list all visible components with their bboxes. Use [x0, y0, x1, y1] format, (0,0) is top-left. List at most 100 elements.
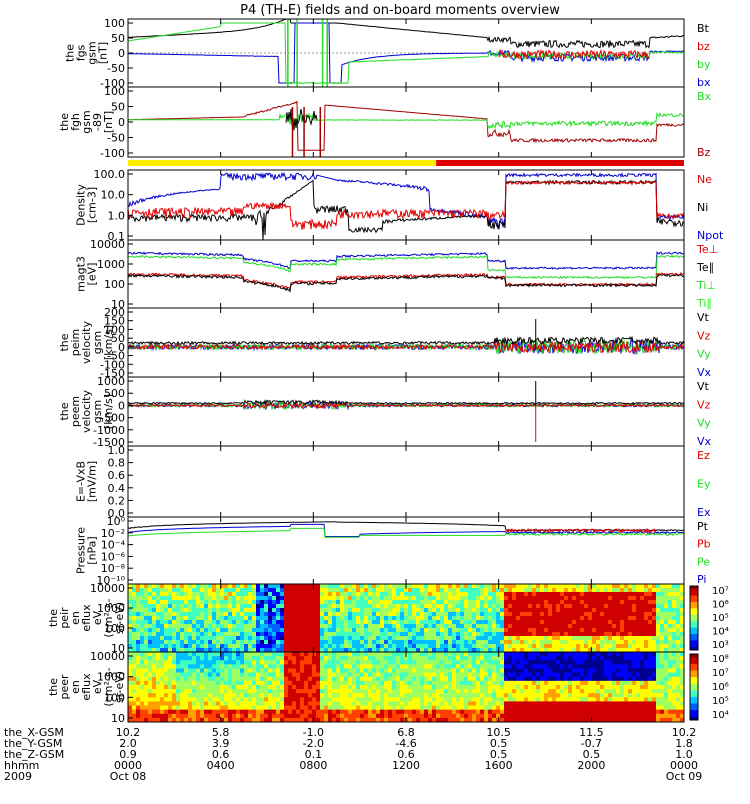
peer-cell [504, 706, 509, 711]
peer-cell [572, 710, 577, 715]
peir-cell [396, 632, 401, 637]
peir-cell [128, 612, 133, 617]
peer-cell [580, 656, 585, 661]
peer-cell [640, 681, 645, 686]
peir-cell [464, 588, 469, 593]
peer-cell [360, 685, 365, 690]
peir-cell [544, 608, 549, 613]
peir-cell [308, 632, 313, 637]
peer-cell [464, 697, 469, 702]
peir-cell [292, 620, 297, 625]
peir-cell [472, 612, 477, 617]
peer-cell [544, 710, 549, 715]
peer-cell [164, 714, 169, 719]
peer-cell [276, 681, 281, 686]
peir-cell [676, 600, 681, 605]
peir-cell [184, 612, 189, 617]
peir-cell [408, 644, 413, 649]
peer-cell [252, 714, 257, 719]
peir-cell [200, 616, 205, 621]
peir-cell [324, 628, 329, 633]
peer-cell [556, 706, 561, 711]
peir-cell [228, 600, 233, 605]
peer-cell [432, 664, 437, 669]
peer-cell [292, 681, 297, 686]
peir-cell [452, 608, 457, 613]
peer-cell [288, 652, 293, 657]
peir-cell [644, 644, 649, 649]
peer-cell [464, 681, 469, 686]
peer-cell [288, 710, 293, 715]
peer-cell [180, 668, 185, 673]
peer-cell [400, 685, 405, 690]
legend-entry: Vx [697, 366, 712, 379]
peir-cell [568, 628, 573, 633]
peer-cell [128, 656, 133, 661]
peir-cell [132, 588, 137, 593]
peir-cell [324, 592, 329, 597]
peir-cell [476, 592, 481, 597]
peer-cell [376, 681, 381, 686]
peer-cell [572, 701, 577, 706]
peir-cell [392, 624, 397, 629]
peir-cell [472, 608, 477, 613]
peer-cell [196, 706, 201, 711]
peir-cell [448, 624, 453, 629]
peer-cell [236, 677, 241, 682]
peir-cell [152, 596, 157, 601]
peer-cell [584, 660, 589, 665]
peer-cell [508, 664, 513, 669]
peir-cell [288, 624, 293, 629]
peir-cell [540, 584, 545, 589]
peir-cell [464, 608, 469, 613]
peer-cell [160, 714, 165, 719]
peer-cell [364, 677, 369, 682]
peer-cell [312, 677, 317, 682]
peir-cell [328, 600, 333, 605]
peir-cell [588, 636, 593, 641]
peir-cell [616, 636, 621, 641]
peir-cell [156, 600, 161, 605]
peir-cell [288, 640, 293, 645]
peir-cell [280, 632, 285, 637]
peir-cell [520, 632, 525, 637]
peer-cell [648, 652, 653, 657]
peir-cell [664, 620, 669, 625]
peer-cell [216, 656, 221, 661]
peer-cell [488, 673, 493, 678]
peer-cell [156, 664, 161, 669]
peer-cell [276, 701, 281, 706]
peer-cell [564, 677, 569, 682]
peir-cell [348, 592, 353, 597]
peir-cell [676, 632, 681, 637]
peir-cell [548, 600, 553, 605]
peir-cell [180, 616, 185, 621]
peer-cell [224, 697, 229, 702]
peer-cell [232, 664, 237, 669]
peir-cell [256, 616, 261, 621]
peir-cell [640, 584, 645, 589]
peir-cell [356, 620, 361, 625]
peir-cell [340, 624, 345, 629]
peir-cell [500, 620, 505, 625]
peir-cell [652, 592, 657, 597]
peir-cell [528, 616, 533, 621]
peir-cell [364, 588, 369, 593]
peir-cell [628, 644, 633, 649]
peer-cell [556, 689, 561, 694]
peer-cell [520, 701, 525, 706]
peir-cell [260, 628, 265, 633]
peer-cell [248, 693, 253, 698]
panel-frame [128, 170, 684, 240]
peir-cell [600, 632, 605, 637]
peer-cell [424, 685, 429, 690]
peir-cell [544, 636, 549, 641]
peir-cell [248, 624, 253, 629]
peer-cell [484, 668, 489, 673]
peir-cell [200, 612, 205, 617]
peer-cell [264, 685, 269, 690]
peir-cell [512, 588, 517, 593]
peer-cell [472, 668, 477, 673]
legend-entry: Vx [697, 435, 712, 448]
peer-cell [280, 714, 285, 719]
